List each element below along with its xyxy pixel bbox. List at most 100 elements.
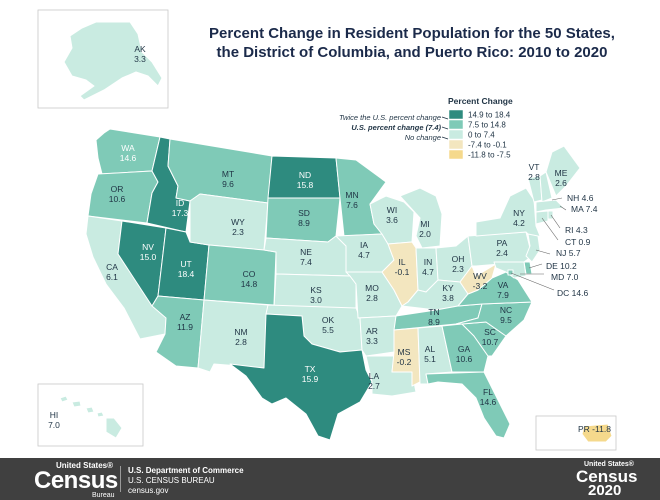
- legend-swatch-1: [448, 109, 464, 120]
- legend-swatch-3: [448, 129, 464, 140]
- puerto-rico-inset-frame: [535, 415, 617, 451]
- state-MA[interactable]: [535, 199, 565, 213]
- state-value-LA: 2.7: [368, 381, 380, 391]
- state-value-AL: 5.1: [424, 354, 436, 364]
- state-label-KY: KY: [442, 283, 454, 293]
- state-label-WV: WV: [473, 271, 487, 281]
- state-label-HI: HI: [50, 410, 59, 420]
- state-value-VA: 7.9: [497, 290, 509, 300]
- state-label-NH: NH 4.6: [567, 193, 594, 203]
- footer-bar: United States® Census Bureau U.S. Depart…: [0, 458, 660, 500]
- state-value-IN: 4.7: [422, 267, 434, 277]
- state-label-OK: OK: [322, 315, 335, 325]
- state-value-TX: 15.9: [302, 374, 319, 384]
- state-value-KY: 3.8: [442, 293, 454, 303]
- state-NH[interactable]: [539, 171, 553, 203]
- state-label-AK: AK: [134, 44, 146, 54]
- state-value-CO: 14.8: [241, 279, 258, 289]
- state-value-MI: 2.0: [419, 229, 431, 239]
- legend-swatch-2: [448, 119, 464, 130]
- state-NM[interactable]: [197, 299, 269, 373]
- state-label-FL: FL: [483, 387, 493, 397]
- website-link[interactable]: census.gov: [128, 486, 169, 495]
- map-title-line2: the District of Columbia, and Puerto Ric…: [216, 44, 608, 61]
- state-NY[interactable]: [475, 187, 541, 239]
- state-PR[interactable]: [581, 423, 613, 443]
- state-value-VT: 2.8: [528, 172, 540, 182]
- state-label-VT: VT: [529, 162, 540, 172]
- state-WY[interactable]: [189, 193, 269, 251]
- state-WV[interactable]: [459, 263, 497, 295]
- state-HI[interactable]: [59, 395, 123, 439]
- state-value-SD: 8.9: [298, 218, 310, 228]
- state-label-ME: ME: [555, 168, 568, 178]
- census-2020-logo: United States® Census 2020: [576, 461, 638, 499]
- state-value-KS: 3.0: [310, 295, 322, 305]
- legend-label-4: -7.4 to -0.1: [468, 141, 507, 150]
- state-value-ND: 15.8: [297, 180, 314, 190]
- dept-name: U.S. Department of Commerce: [128, 466, 244, 475]
- state-value-WI: 3.6: [386, 215, 398, 225]
- legend-label-2: 7.5 to 14.8: [468, 121, 506, 130]
- state-label-NY: NY: [513, 208, 525, 218]
- state-label-CT: CT 0.9: [565, 237, 591, 247]
- state-label-TN: TN: [428, 307, 439, 317]
- state-value-MT: 9.6: [222, 179, 234, 189]
- state-value-MN: 7.6: [346, 200, 358, 210]
- state-label-NC: NC: [500, 305, 512, 315]
- state-value-MO: 2.8: [366, 293, 378, 303]
- alaska-inset-frame: [37, 9, 169, 109]
- state-label-NM: NM: [234, 327, 247, 337]
- state-value-ID: 17.3: [172, 208, 189, 218]
- state-FL[interactable]: [425, 371, 511, 439]
- state-value-TN: 8.9: [428, 317, 440, 327]
- state-ME[interactable]: [545, 145, 581, 197]
- state-AK[interactable]: [63, 21, 163, 101]
- state-label-MA: MA 7.4: [571, 204, 598, 214]
- state-value-SC: 10.7: [482, 337, 499, 347]
- state-label-DC: DC 14.6: [557, 288, 588, 298]
- state-label-GA: GA: [458, 344, 471, 354]
- state-value-NE: 7.4: [300, 257, 312, 267]
- state-value-OH: 2.3: [452, 264, 464, 274]
- state-DC[interactable]: [507, 269, 514, 276]
- state-label-AZ: AZ: [180, 312, 191, 322]
- state-value-ME: 2.6: [555, 178, 567, 188]
- state-value-CA: 6.1: [106, 272, 118, 282]
- state-label-SD: SD: [298, 208, 310, 218]
- state-label-CO: CO: [243, 269, 256, 279]
- state-NC[interactable]: [455, 301, 533, 337]
- state-value-NC: 9.5: [500, 315, 512, 325]
- legend: Percent Change 14.9 to 18.47.5 to 14.80 …: [339, 96, 513, 160]
- state-RI[interactable]: [547, 210, 554, 220]
- state-value-WY: 2.3: [232, 227, 244, 237]
- state-label-NJ: NJ 5.7: [556, 248, 581, 258]
- state-label-TX: TX: [305, 364, 316, 374]
- state-label-UT: UT: [180, 259, 191, 269]
- state-label-IL: IL: [398, 257, 405, 267]
- state-value-WA: 14.6: [120, 153, 137, 163]
- state-label-MO: MO: [365, 283, 379, 293]
- state-value-AK: 3.3: [134, 54, 146, 64]
- legend-note-no-change: No change: [405, 133, 441, 142]
- state-label-VA: VA: [498, 280, 509, 290]
- state-label-LA: LA: [369, 371, 380, 381]
- state-value-AZ: 11.9: [177, 322, 193, 332]
- legend-label-1: 14.9 to 18.4: [468, 111, 511, 120]
- legend-label-5: -11.8 to -7.5: [468, 151, 511, 160]
- state-MI[interactable]: [399, 187, 443, 249]
- legend-title: Percent Change: [448, 96, 513, 106]
- state-TX[interactable]: [229, 313, 373, 441]
- legend-swatch-5: [448, 149, 464, 160]
- state-value-HI: 7.0: [48, 420, 60, 430]
- state-CO[interactable]: [203, 244, 277, 306]
- state-value-OK: 5.5: [322, 325, 334, 335]
- legend-note-twice: Twice the U.S. percent change: [339, 113, 441, 122]
- state-MT[interactable]: [167, 138, 273, 204]
- state-label-MN: MN: [345, 190, 358, 200]
- state-KS[interactable]: [273, 273, 357, 313]
- state-CT[interactable]: [535, 210, 549, 225]
- state-value-PA: 2.4: [496, 248, 508, 258]
- state-NJ[interactable]: [525, 233, 541, 263]
